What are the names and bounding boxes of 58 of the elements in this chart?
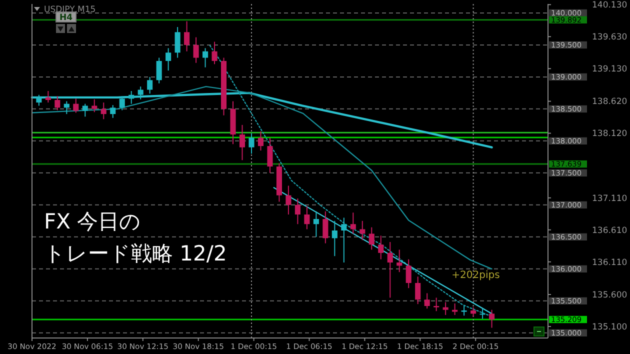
chart-subtitle: USDJPY,M15 <box>44 5 96 15</box>
candlestick <box>368 226 374 250</box>
y-tick-label: 135.100 <box>592 322 628 332</box>
candlestick <box>360 220 366 241</box>
candlestick <box>286 185 292 216</box>
candlestick <box>350 212 356 234</box>
candlestick <box>202 48 208 68</box>
candlestick <box>489 309 495 328</box>
y-tick-label: 138.620 <box>592 97 628 108</box>
candlestick <box>442 302 448 316</box>
y-tick-label: 136.110 <box>592 258 628 268</box>
candlestick <box>341 217 347 263</box>
candlestick <box>166 48 172 72</box>
candlestick <box>54 96 60 111</box>
y-tick-label: 139.130 <box>592 64 628 75</box>
candlestick <box>100 102 106 120</box>
y-tick-label: 139.630 <box>592 32 628 43</box>
y-tick-label: 137.110 <box>592 194 628 204</box>
candlestick <box>82 103 88 118</box>
text: FX 今日のトレード戦略 12/2 <box>44 209 227 266</box>
candlestick <box>45 90 51 104</box>
candlestick <box>258 130 264 152</box>
candlestick <box>470 306 476 318</box>
annotation: H4 <box>59 13 73 24</box>
candlestick <box>461 306 467 316</box>
candlestick <box>92 98 98 113</box>
candlestick <box>378 235 384 260</box>
candlestick <box>480 308 486 320</box>
candlestick <box>174 26 180 58</box>
candlestick <box>73 98 79 114</box>
candlestick <box>248 132 254 154</box>
candlestick <box>424 292 430 310</box>
candlestick <box>415 276 421 305</box>
candlestick <box>119 96 125 111</box>
candlestick <box>156 57 162 84</box>
candlestick <box>267 137 273 174</box>
candlestick <box>406 258 412 289</box>
candlestick <box>64 100 70 115</box>
y-tick-label: 136.610 <box>592 226 628 236</box>
candlestick <box>313 210 319 238</box>
candlestick <box>212 41 218 65</box>
candlestick <box>396 249 402 273</box>
y-tick-label: 135.600 <box>592 290 628 300</box>
candlestick <box>452 302 458 316</box>
candlestick <box>387 242 393 298</box>
candlestick <box>434 297 440 312</box>
candlestick <box>322 210 328 244</box>
y-tick-label: 138.120 <box>592 129 628 140</box>
candlestick <box>184 20 190 52</box>
candlestick <box>294 198 300 225</box>
candlestick <box>110 104 116 118</box>
candlestick <box>193 36 199 64</box>
candlestick <box>239 124 246 161</box>
y-tick-label: 140.130 <box>592 0 628 11</box>
annotation: +202pips <box>452 270 500 282</box>
candlestick <box>332 220 338 257</box>
candlestick <box>36 94 42 106</box>
candlestick <box>304 206 310 230</box>
